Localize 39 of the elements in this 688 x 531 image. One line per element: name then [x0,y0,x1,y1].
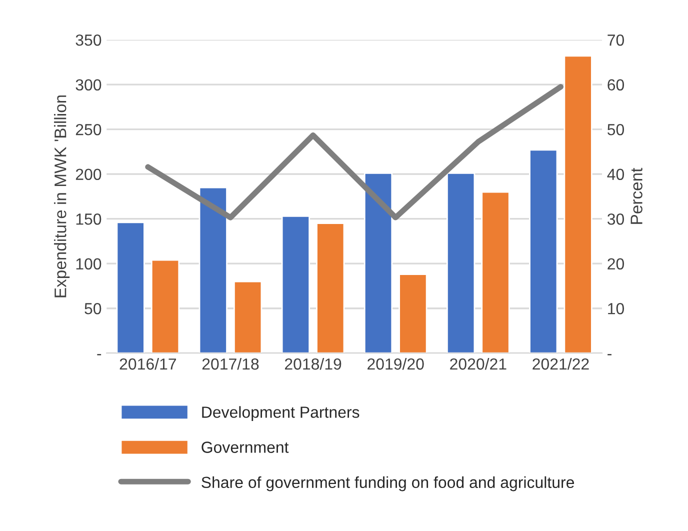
x-tick-label: 2019/20 [368,358,424,370]
y-tick-label: 250 [76,124,102,136]
bar [281,215,310,354]
y2-tick-label: - [608,354,612,356]
bar [364,172,393,354]
x-tick-label: 2020/21 [450,358,506,370]
legend-label: Share of government funding on food and agriculture [202,476,574,492]
y-tick-label: 300 [76,79,102,91]
y2-tick-label: 20 [608,258,624,270]
x-tick-label: 2021/22 [532,358,589,370]
bar [198,186,228,354]
x-tick-label: 2016/17 [120,358,176,370]
bar [481,191,510,354]
legend-label: Development Partners [202,406,360,422]
bar [564,55,592,354]
y-tick-label: 350 [76,34,102,46]
y2-tick-label: 70 [608,34,624,46]
y2-axis-title: Percent [630,168,642,224]
y-tick-label: 200 [76,168,102,180]
y-tick-label: 100 [76,258,102,270]
y2-tick-label: 30 [607,213,624,225]
x-tick-label: 2017/18 [202,358,259,370]
y-tick-label: 50 [84,302,102,314]
y-tick-label: - [97,354,102,356]
bar [116,222,145,354]
bar [398,274,428,354]
bar [529,149,558,354]
y-tick-label: 150 [76,213,102,225]
bar [316,222,345,354]
bar [150,259,180,354]
bar [234,280,262,354]
y2-tick-label: 40 [607,168,624,180]
y2-tick-label: 60 [608,79,624,91]
x-tick-label: 2018/19 [284,358,342,370]
legend-label: Government [202,442,289,453]
y-axis-title: Expenditure in MWK 'Billion [54,95,70,298]
bar [446,172,476,354]
y2-tick-label: 50 [608,124,624,136]
y2-tick-label: 10 [608,302,624,314]
